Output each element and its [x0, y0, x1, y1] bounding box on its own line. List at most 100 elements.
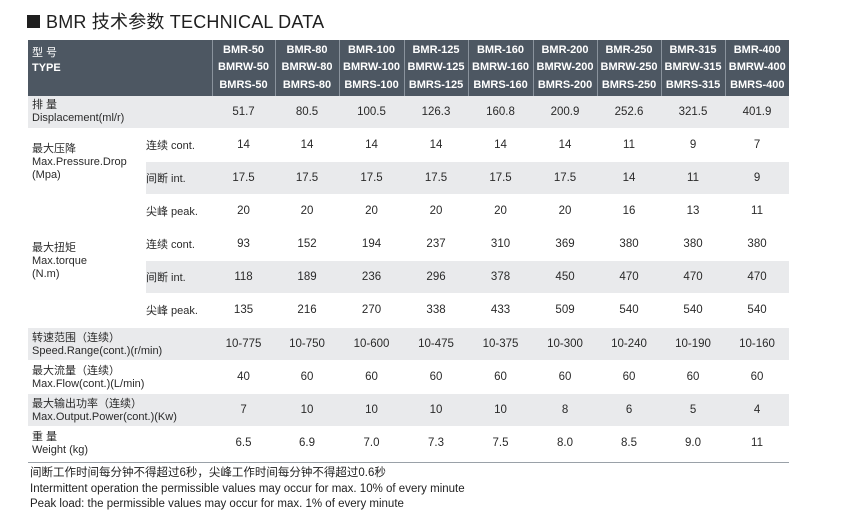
- speed-label: 转速范围（连续） Speed.Range(cont.)(r/min): [28, 327, 213, 361]
- table-cell: 17.5: [212, 161, 276, 195]
- table-cell: 20: [212, 194, 276, 228]
- table-cell: 10-775: [212, 327, 276, 361]
- table-cell: 450: [533, 260, 598, 294]
- table-cell: 10-750: [275, 327, 340, 361]
- speed-row: 转速范围（连续） Speed.Range(cont.)(r/min) 10-775…: [28, 327, 790, 361]
- square-bullet-icon: [27, 14, 40, 28]
- table-cell: 20: [404, 194, 469, 228]
- pressure-cont-row: 最大压降 Max.Pressure.Drop (Mpa) 连续 cont. 14 1…: [28, 128, 790, 228]
- table-cell: 7: [212, 393, 276, 427]
- table-cell: 236: [339, 260, 405, 294]
- displacement-row: 排 量 Displacement(ml/r) 51.7 80.5 100.5 12…: [28, 96, 790, 129]
- table-cell: 60: [533, 360, 598, 394]
- table-cell: 321.5: [661, 96, 726, 129]
- table-cell: 6: [597, 393, 662, 427]
- table-cell: 189: [275, 260, 340, 294]
- table-cell: 8: [533, 393, 598, 427]
- table-cell: 540: [597, 293, 662, 328]
- model-header: BMR-100 BMRW-100 BMRS-100: [338, 40, 405, 96]
- torque-cont-row: 最大扭矩 Max.torque (N.m) 连续 cont. 93 152 194 …: [28, 227, 790, 328]
- table-cell: 7.3: [404, 426, 469, 460]
- torque-peak-row: 尖峰 peak. 135 216 270 338 433 509 540 540…: [28, 293, 790, 328]
- table-cell: 17.5: [404, 161, 469, 195]
- table-cell: 194: [339, 227, 405, 261]
- table-cell: 60: [275, 360, 340, 394]
- torque-label: 最大扭矩 Max.torque (N.m): [28, 227, 146, 328]
- table-cell: 60: [725, 360, 790, 394]
- table-cell: 401.9: [725, 96, 790, 129]
- table-cell: 11: [725, 194, 790, 228]
- table-cell: 60: [661, 360, 726, 394]
- table-cell: 14: [468, 128, 534, 162]
- table-cell: 9: [725, 161, 790, 195]
- table-cell: 20: [533, 194, 598, 228]
- table-cell: 14: [404, 128, 469, 162]
- table-cell: 380: [725, 227, 790, 261]
- torque-cont-label: 连续 cont.: [146, 227, 213, 261]
- table-cell: 135: [212, 293, 276, 328]
- table-cell: 216: [275, 293, 340, 328]
- table-cell: 51.7: [212, 96, 276, 129]
- table-cell: 17.5: [468, 161, 534, 195]
- torque-peak-label: 尖峰 peak.: [146, 293, 213, 328]
- table-cell: 14: [339, 128, 405, 162]
- table-cell: 10: [404, 393, 469, 427]
- table-cell: 160.8: [468, 96, 534, 129]
- table-cell: 8.0: [533, 426, 598, 460]
- table-cell: 10-160: [725, 327, 790, 361]
- flow-row: 最大流量（连续） Max.Flow(cont.)(L/min) 40 60 60 …: [28, 360, 790, 394]
- table-cell: 540: [725, 293, 790, 328]
- table-cell: 16: [597, 194, 662, 228]
- pressure-int-row: 间断 int. 17.5 17.5 17.5 17.5 17.5 17.5 14…: [28, 161, 790, 195]
- table-cell: 20: [275, 194, 340, 228]
- torque-int-label: 间断 int.: [146, 260, 213, 294]
- table-cell: 14: [533, 128, 598, 162]
- table-cell: 14: [275, 128, 340, 162]
- table-cell: 9: [661, 128, 726, 162]
- table-cell: 17.5: [339, 161, 405, 195]
- table-bottom-rule: [28, 462, 789, 463]
- table-cell: 10: [339, 393, 405, 427]
- table-cell: 540: [661, 293, 726, 328]
- model-header: BMR-250 BMRW-250 BMRS-250: [596, 40, 662, 96]
- table-cell: 118: [212, 260, 276, 294]
- table-cell: 14: [212, 128, 276, 162]
- flow-label: 最大流量（连续） Max.Flow(cont.)(L/min): [28, 360, 213, 394]
- table-cell: 40: [212, 360, 276, 394]
- table-cell: 60: [597, 360, 662, 394]
- table-cell: 6.5: [212, 426, 276, 460]
- table-cell: 10-475: [404, 327, 469, 361]
- table-cell: 11: [725, 426, 790, 460]
- table-cell: 10-375: [468, 327, 534, 361]
- table-cell: 310: [468, 227, 534, 261]
- table-cell: 470: [725, 260, 790, 294]
- table-cell: 6.9: [275, 426, 340, 460]
- type-label-en: TYPE: [32, 62, 61, 74]
- displacement-label: 排 量 Displacement(ml/r): [28, 96, 213, 129]
- table-cell: 20: [468, 194, 534, 228]
- table-cell: 20: [339, 194, 405, 228]
- table-cell: 13: [661, 194, 726, 228]
- table-cell: 93: [212, 227, 276, 261]
- table-cell: 11: [661, 161, 726, 195]
- table-cell: 200.9: [533, 96, 598, 129]
- table-cell: 338: [404, 293, 469, 328]
- table-cell: 60: [339, 360, 405, 394]
- table-cell: 60: [468, 360, 534, 394]
- table-cell: 7.5: [468, 426, 534, 460]
- table-cell: 7: [725, 128, 790, 162]
- table-cell: 60: [404, 360, 469, 394]
- table-cell: 5: [661, 393, 726, 427]
- table-cell: 378: [468, 260, 534, 294]
- table-cell: 10-600: [339, 327, 405, 361]
- table-cell: 4: [725, 393, 790, 427]
- table-cell: 296: [404, 260, 469, 294]
- table-cell: 126.3: [404, 96, 469, 129]
- footnote-intermittent: Intermittent operation the permissible v…: [30, 482, 465, 495]
- table-cell: 80.5: [275, 96, 340, 129]
- table-cell: 17.5: [533, 161, 598, 195]
- table-cell: 14: [597, 161, 662, 195]
- title-text: BMR 技术参数 TECHNICAL DATA: [46, 12, 325, 32]
- pressure-peak-label: 尖峰 peak.: [146, 194, 213, 228]
- table-cell: 470: [661, 260, 726, 294]
